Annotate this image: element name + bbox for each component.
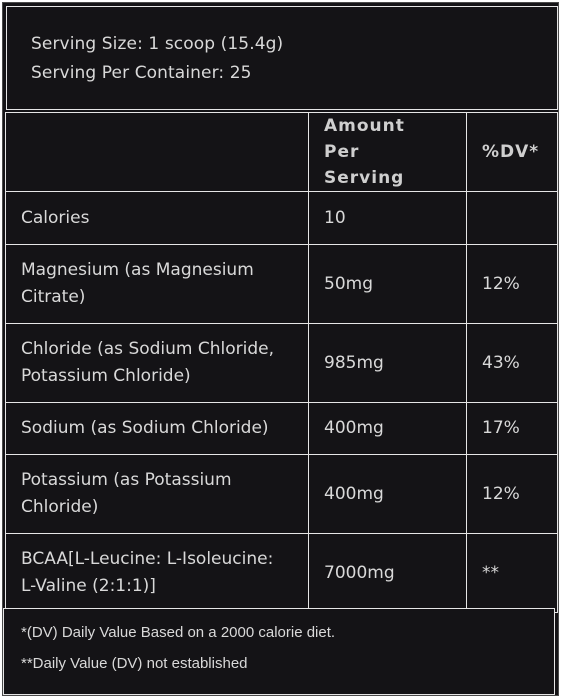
header-dv: %DV* [466,112,558,192]
servings-per-container: Serving Per Container: 25 [31,63,252,83]
header-nutrient [5,112,309,192]
table-header-row: Amount Per Serving %DV* [5,112,558,192]
nutrient-name: Chloride (as Sodium Chloride, Potassium … [5,323,309,403]
table-row: BCAA[L-Leucine: L-Isoleucine: L-Valine (… [5,533,558,613]
nutrient-amount: 50mg [308,244,467,324]
table-row: Calories 10 [5,191,558,245]
nutrient-name: BCAA[L-Leucine: L-Isoleucine: L-Valine (… [5,533,309,613]
nutrient-amount: 7000mg [308,533,467,613]
nutrient-name: Sodium (as Sodium Chloride) [5,402,309,455]
footnotes-box: *(DV) Daily Value Based on a 2000 calori… [3,608,555,695]
table-row: Sodium (as Sodium Chloride) 400mg 17% [5,402,558,455]
nutrient-amount: 985mg [308,323,467,403]
table-row: Magnesium (as Magnesium Citrate) 50mg 12… [5,244,558,324]
footnote-dv-not-established: **Daily Value (DV) not established [21,655,248,672]
nutrient-amount: 400mg [308,454,467,534]
nutrient-dv: 12% [466,244,558,324]
nutrient-dv: 12% [466,454,558,534]
nutrient-dv: 17% [466,402,558,455]
table-row: Potassium (as Potassium Chloride) 400mg … [5,454,558,534]
serving-info-box: Serving Size: 1 scoop (15.4g) Serving Pe… [6,6,558,110]
nutrient-name: Potassium (as Potassium Chloride) [5,454,309,534]
nutrient-amount: 400mg [308,402,467,455]
nutrition-table: Amount Per Serving %DV* Calories 10 Magn… [5,112,558,613]
table-row: Chloride (as Sodium Chloride, Potassium … [5,323,558,403]
serving-size: Serving Size: 1 scoop (15.4g) [31,34,284,54]
nutrient-name: Calories [5,191,309,245]
nutrient-amount: 10 [308,191,467,245]
header-amount: Amount Per Serving [308,112,467,192]
nutrient-dv: ** [466,533,558,613]
nutrient-dv [466,191,558,245]
nutrient-dv: 43% [466,323,558,403]
footnote-dv-basis: *(DV) Daily Value Based on a 2000 calori… [21,624,336,641]
nutrient-name: Magnesium (as Magnesium Citrate) [5,244,309,324]
